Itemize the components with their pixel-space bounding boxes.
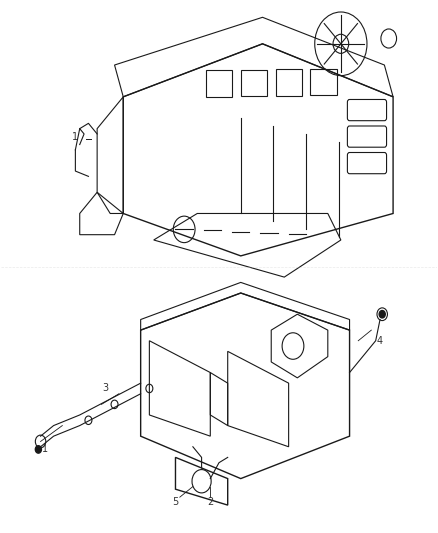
Circle shape — [379, 311, 385, 318]
Text: 2: 2 — [207, 497, 213, 507]
Text: 1: 1 — [72, 132, 78, 142]
Text: 5: 5 — [172, 497, 179, 507]
Text: 4: 4 — [377, 336, 383, 346]
Circle shape — [35, 446, 42, 453]
Text: 1: 1 — [42, 445, 48, 455]
Text: 3: 3 — [103, 383, 109, 393]
